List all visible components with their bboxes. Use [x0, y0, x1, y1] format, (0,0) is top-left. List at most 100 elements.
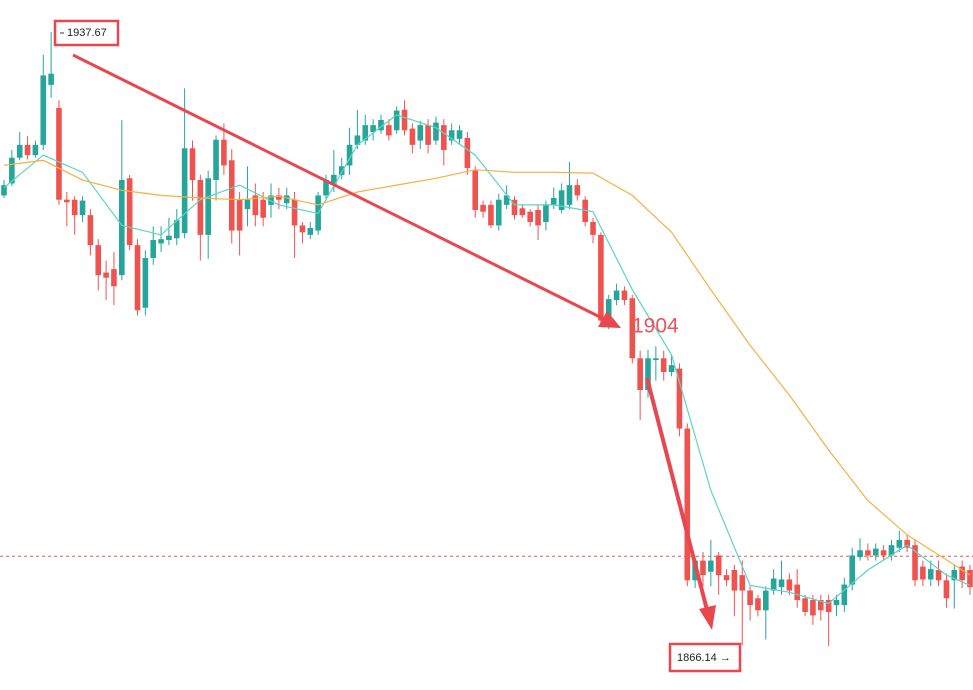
- candle-body: [668, 365, 675, 372]
- candle-body: [755, 598, 761, 611]
- candle-body: [441, 125, 447, 150]
- candle-body: [786, 579, 793, 591]
- candle-body: [464, 138, 471, 168]
- candle-body: [503, 195, 510, 205]
- candle-body: [676, 368, 683, 429]
- candle-body: [331, 174, 337, 186]
- candle-body: [370, 125, 376, 132]
- candle-body: [244, 199, 251, 210]
- ma-line: [3, 114, 971, 605]
- candle-body: [653, 358, 659, 360]
- candle-body: [495, 199, 502, 226]
- candle-body: [833, 600, 840, 606]
- candle-body: [417, 125, 424, 141]
- candle-body: [181, 148, 188, 234]
- candle-body: [543, 204, 549, 222]
- candle-body: [480, 204, 486, 212]
- candle-body: [888, 545, 895, 556]
- candle-body: [32, 144, 39, 156]
- candle-body: [213, 139, 219, 180]
- candle-body: [935, 570, 942, 581]
- candle-body: [40, 75, 47, 145]
- trend-arrows: [72, 53, 716, 630]
- candle-body: [550, 198, 557, 205]
- ma-line: [3, 159, 971, 576]
- candle-body: [770, 578, 777, 591]
- candle-body: [511, 199, 518, 216]
- candle-body: [150, 240, 157, 258]
- candle-body: [684, 428, 691, 581]
- candle-body: [613, 290, 620, 300]
- candle-body: [857, 550, 863, 558]
- candle-body: [9, 157, 15, 184]
- candle-body: [448, 130, 455, 141]
- candle-body: [637, 358, 643, 390]
- candle-body: [810, 600, 816, 616]
- candle-body: [338, 166, 345, 175]
- candle-body: [723, 575, 730, 581]
- candle-body: [56, 108, 62, 200]
- candle-body: [95, 245, 102, 276]
- candle-body: [71, 199, 78, 216]
- candle-body: [456, 130, 463, 139]
- candle-body: [362, 125, 369, 141]
- candle-body: [574, 185, 581, 196]
- candle-body: [527, 211, 533, 222]
- candle-body: [731, 570, 738, 591]
- candle-body: [307, 228, 314, 235]
- candle-body: [519, 208, 526, 216]
- candle-body: [598, 234, 604, 321]
- candle-body: [409, 128, 416, 145]
- candle-body: [535, 210, 541, 226]
- candle-body: [959, 566, 965, 581]
- annotation-box: [668, 642, 742, 673]
- arrow-shaft: [645, 377, 709, 611]
- candle-body: [825, 600, 832, 612]
- candle-body: [629, 298, 636, 359]
- candle-body: [354, 135, 361, 145]
- candle-body: [205, 178, 211, 235]
- candle-body: [103, 272, 109, 278]
- candles: [1, 31, 973, 647]
- candle-body: [166, 235, 172, 240]
- candle-body: [386, 125, 392, 136]
- candle-body: [700, 560, 706, 576]
- plot-area: [0, 31, 973, 647]
- candle-body: [16, 144, 23, 158]
- candle-body: [920, 566, 926, 580]
- candle-body: [173, 220, 180, 239]
- candle-body: [158, 239, 164, 244]
- annotation-text: 1937.67: [67, 27, 107, 39]
- candle-body: [927, 569, 934, 580]
- candle-body: [189, 148, 196, 180]
- candle-body: [912, 545, 918, 581]
- candle-body: [896, 540, 903, 548]
- candle-body: [778, 579, 785, 588]
- candle-body: [715, 555, 722, 576]
- candle-body: [566, 185, 573, 205]
- candle-body: [401, 109, 408, 131]
- candle-body: [79, 200, 86, 216]
- arrow-head: [699, 605, 716, 630]
- annotations: 1937.67 1866.14 → 1904: [53, 19, 742, 673]
- candle-body: [747, 590, 753, 606]
- candle-body: [660, 358, 667, 372]
- candle-body: [951, 570, 958, 581]
- candle-body: [967, 570, 973, 588]
- candle-body: [865, 550, 871, 556]
- candle-body: [802, 598, 808, 612]
- candle-body: [291, 199, 298, 226]
- candle-body: [605, 299, 612, 321]
- candle-body: [197, 180, 204, 235]
- candle-body: [763, 590, 769, 611]
- candle-body: [472, 170, 479, 210]
- candle-body: [111, 269, 117, 287]
- candle-body: [24, 144, 31, 156]
- candle-body: [849, 555, 855, 585]
- candle-body: [346, 144, 353, 166]
- candle-body: [841, 584, 848, 606]
- candle-body: [794, 584, 801, 600]
- annotation-text: 1866.14 →: [677, 652, 731, 664]
- candle-body: [708, 560, 714, 572]
